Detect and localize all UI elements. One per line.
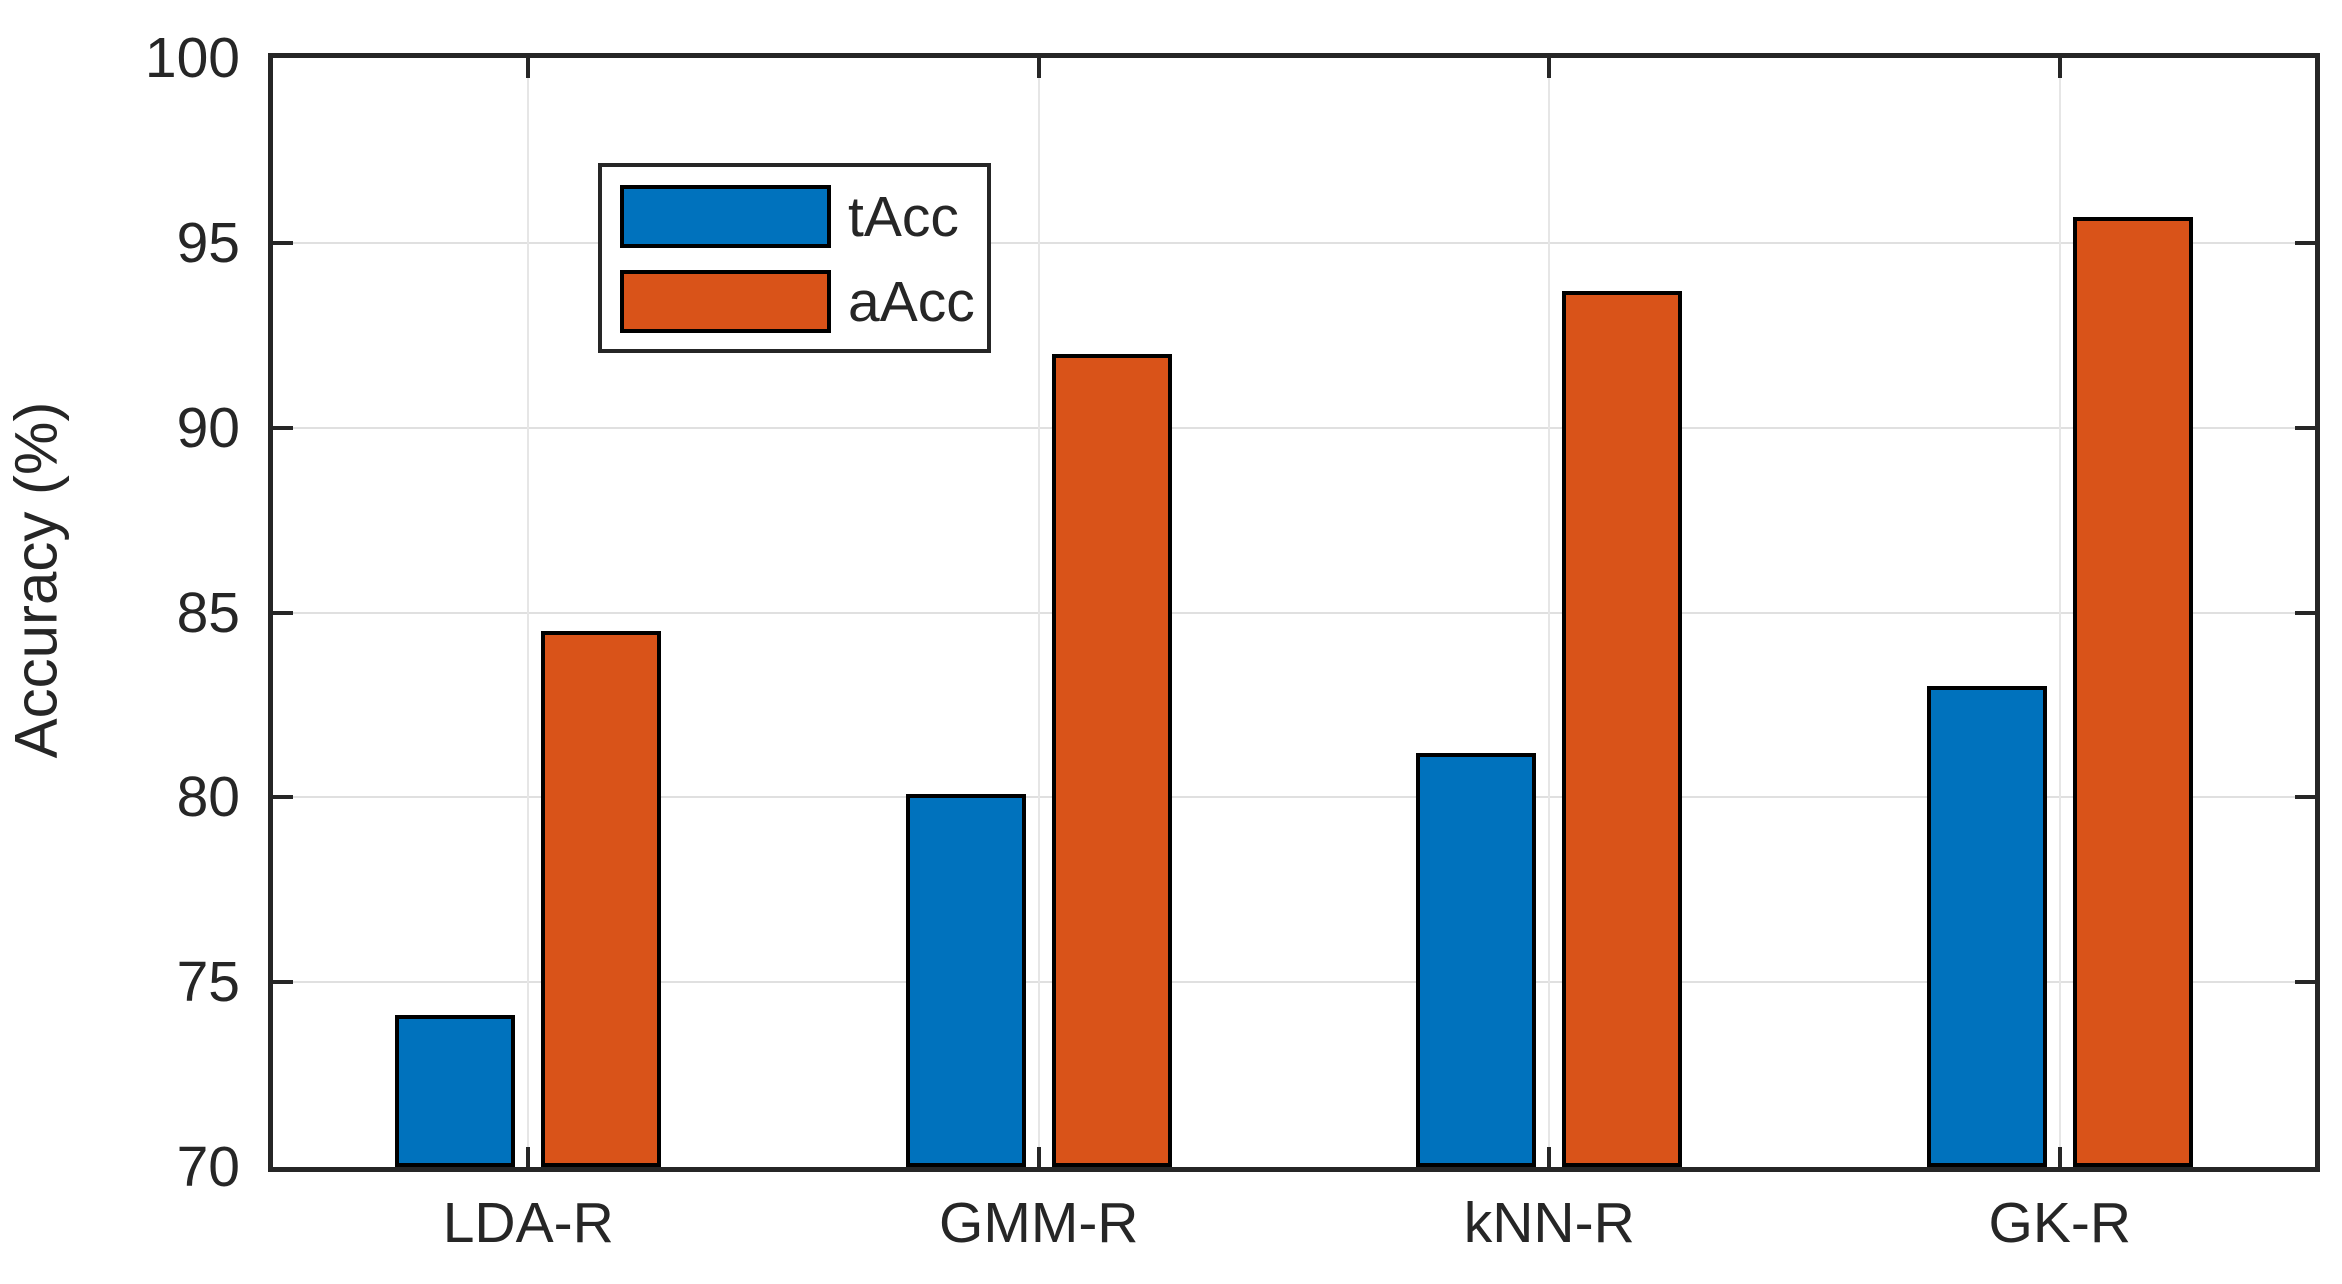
legend-swatch-aacc — [620, 270, 831, 333]
y-tick-label-70: 70 — [176, 1135, 240, 1199]
plot-area: tAcc aAcc — [268, 53, 2320, 1172]
gridline-x-LDA-R — [527, 58, 530, 1167]
gridline-y-80 — [273, 796, 2315, 799]
x-tick-top-LDA-R — [526, 58, 531, 78]
legend-swatch-tacc — [620, 185, 831, 248]
bar-tAcc-lda-r — [395, 1015, 516, 1167]
y-tick-left-80 — [273, 795, 293, 800]
bar-aAcc-gmm-r — [1051, 354, 1172, 1167]
x-tick-label-GK-R: GK-R — [1988, 1191, 2132, 1255]
x-axis-tick-labels: LDA-R GMM-R kNN-R GK-R — [273, 1192, 2315, 1282]
x-tick-top-GMM-R — [1036, 58, 1041, 78]
y-tick-right-90 — [2295, 425, 2315, 430]
gridline-x-kNN-R — [1548, 58, 1551, 1167]
bar-aAcc-gk-r — [2072, 217, 2193, 1167]
gridline-x-GMM-R — [1037, 58, 1040, 1167]
x-tick-label-GMM-R: GMM-R — [939, 1191, 1139, 1255]
y-tick-right-95 — [2295, 240, 2315, 245]
x-tick-label-kNN-R: kNN-R — [1463, 1191, 1635, 1255]
x-tick-bottom-GK-R — [2057, 1147, 2062, 1167]
x-tick-top-GK-R — [2057, 58, 2062, 78]
y-tick-label-95: 95 — [176, 210, 240, 275]
y-tick-right-85 — [2295, 610, 2315, 615]
x-tick-label-LDA-R: LDA-R — [442, 1191, 614, 1255]
y-tick-label-100: 100 — [144, 26, 240, 90]
bar-tAcc-gmm-r — [905, 794, 1026, 1167]
y-tick-right-80 — [2295, 795, 2315, 800]
y-tick-label-75: 75 — [176, 950, 240, 1015]
y-tick-label-90: 90 — [176, 395, 240, 460]
y-tick-label-80: 80 — [176, 765, 240, 830]
gridline-y-75 — [273, 981, 2315, 984]
gridline-y-95 — [273, 241, 2315, 244]
y-tick-left-90 — [273, 425, 293, 430]
x-tick-bottom-GMM-R — [1036, 1147, 1041, 1167]
legend-entry-aacc: aAcc — [620, 269, 980, 334]
bar-tAcc-gk-r — [1926, 686, 2047, 1167]
x-tick-bottom-LDA-R — [526, 1147, 531, 1167]
y-tick-left-75 — [273, 980, 293, 985]
legend: tAcc aAcc — [598, 163, 991, 353]
y-axis-tick-labels: 70 75 80 85 90 95 100 — [0, 0, 240, 1284]
x-tick-top-kNN-R — [1547, 58, 1552, 78]
y-tick-label-85: 85 — [176, 580, 240, 645]
y-tick-left-95 — [273, 240, 293, 245]
legend-label-aacc: aAcc — [848, 269, 975, 334]
y-tick-left-85 — [273, 610, 293, 615]
bar-aAcc-knn-r — [1562, 291, 1683, 1167]
gridline-y-85 — [273, 611, 2315, 614]
bar-tAcc-knn-r — [1416, 753, 1537, 1167]
gridline-x-GK-R — [2058, 58, 2061, 1167]
bar-aAcc-lda-r — [541, 631, 662, 1167]
x-tick-bottom-kNN-R — [1547, 1147, 1552, 1167]
gridline-y-90 — [273, 426, 2315, 429]
legend-entry-tacc: tAcc — [620, 184, 980, 249]
legend-label-tacc: tAcc — [848, 184, 959, 249]
y-tick-right-75 — [2295, 980, 2315, 985]
